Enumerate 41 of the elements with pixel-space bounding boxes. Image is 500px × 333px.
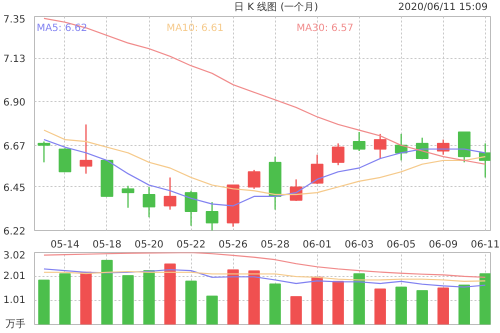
text: MA5: 6.62 <box>36 22 88 34</box>
candlestick <box>122 185 134 208</box>
candlestick <box>248 169 260 190</box>
y-tick-label: 6.22 <box>3 226 26 238</box>
x-tick-label: 05-14 <box>50 240 80 250</box>
x-tick-label: 06-09 <box>428 240 458 250</box>
y-tick-label: 6.67 <box>3 141 26 152</box>
candlestick <box>164 176 176 210</box>
y-tick-label: 6.45 <box>3 182 26 194</box>
text: MA10: 6.61 <box>166 22 224 34</box>
x-tick-label: 06-01 <box>302 240 332 250</box>
x-tick-label: 05-28 <box>260 240 290 250</box>
x-tick-label: 06-03 <box>344 240 374 250</box>
y-tick-label: 6.90 <box>3 98 26 109</box>
candlestick <box>38 140 50 163</box>
x-tick-label: 05-26 <box>218 240 248 250</box>
x-tick-label: 05-18 <box>92 240 122 250</box>
candlestick <box>80 124 92 174</box>
y-tick-label: 1.01 <box>3 294 26 306</box>
x-tick-label: 06-11 <box>470 240 500 250</box>
line-series <box>43 270 486 282</box>
candlestick <box>310 154 324 185</box>
candlestick <box>206 201 218 230</box>
candlestick <box>142 186 156 218</box>
chart-title: 日 K 线图 (一个月) <box>234 1 318 13</box>
y-tick-label: 万手 <box>6 318 26 330</box>
x-tick-label: 06-05 <box>386 240 416 250</box>
candlestick <box>58 147 72 172</box>
candlestick <box>184 190 198 226</box>
text: 2020/06/11 15:09 <box>398 2 488 13</box>
x-tick-label: 05-20 <box>134 240 164 250</box>
y-tick-label: 7.13 <box>3 54 26 66</box>
y-tick-label: 3.02 <box>3 250 26 262</box>
y-tick-label: 2.01 <box>3 271 26 282</box>
candlestick <box>332 142 344 166</box>
candlestick <box>374 133 386 160</box>
x-tick-label: 05-22 <box>176 240 206 250</box>
y-tick-label: 7.35 <box>3 14 26 26</box>
candlestick <box>352 131 366 152</box>
text: MA30: 6.57 <box>296 22 354 34</box>
line-series <box>43 268 486 288</box>
